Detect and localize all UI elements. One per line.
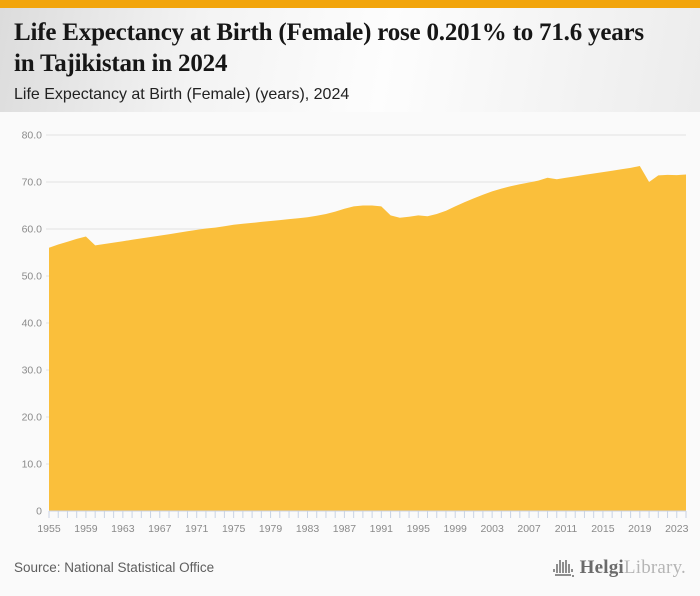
x-axis-label: 1959 [74, 523, 98, 535]
x-axis-label: 1983 [296, 523, 320, 535]
y-axis-label: 20.0 [22, 412, 43, 424]
y-axis-label: 50.0 [22, 271, 43, 283]
x-axis-label: 2003 [480, 523, 504, 535]
x-axis-label: 2023 [665, 523, 689, 535]
x-axis-label: 1967 [148, 523, 172, 535]
y-axis-label: 80.0 [22, 130, 43, 142]
area-series [49, 166, 686, 511]
x-axis-label: 1995 [407, 523, 431, 535]
source-text: Source: National Statistical Office [14, 560, 215, 575]
logo-text-secondary: Library. [623, 556, 686, 578]
footer: Source: National Statistical Office Helg… [0, 545, 700, 596]
y-axis-label: 70.0 [22, 177, 43, 189]
chart-subtitle: Life Expectancy at Birth (Female) (years… [14, 86, 350, 103]
area-chart-svg: 80.0 70.0 60.0 50.0 40.0 30.0 20.0 10.0 0 1955 195… [22, 130, 689, 536]
chart-area: 80.0 70.0 60.0 50.0 40.0 30.0 20.0 10.0 0 1955 195… [0, 112, 700, 545]
page-title: Life Expectancy at Birth (Female) rose 0… [14, 19, 644, 77]
top-accent-bar [0, 0, 700, 8]
y-axis-label: 10.0 [22, 459, 43, 471]
x-axis-label: 1987 [333, 523, 357, 535]
logo-text-primary: Helgi [579, 556, 624, 578]
x-axis-label: 1971 [185, 523, 209, 535]
x-axis-label: 1975 [222, 523, 246, 535]
x-axis-label: 1979 [259, 523, 283, 535]
library-building-icon [552, 557, 575, 579]
x-axis-label: 1955 [37, 523, 61, 535]
y-axis-label: 0 [36, 506, 42, 518]
y-axis-label: 60.0 [22, 224, 43, 236]
x-axis-label: 1991 [370, 523, 394, 535]
x-axis-label: 2011 [555, 523, 578, 535]
x-axis-label: 2019 [628, 523, 652, 535]
x-axis-label: 2007 [517, 523, 541, 535]
chart-header: Life Expectancy at Birth (Female) rose 0… [0, 8, 700, 112]
x-axis-label: 1999 [444, 523, 468, 535]
helgi-library-logo[interactable]: HelgiLibrary. [552, 557, 686, 579]
y-axis-label: 40.0 [22, 318, 43, 330]
y-axis-label: 30.0 [22, 365, 43, 377]
x-axis-label: 2015 [591, 523, 615, 535]
library-building-icon-glyph [552, 559, 574, 577]
x-axis-label: 1963 [111, 523, 135, 535]
